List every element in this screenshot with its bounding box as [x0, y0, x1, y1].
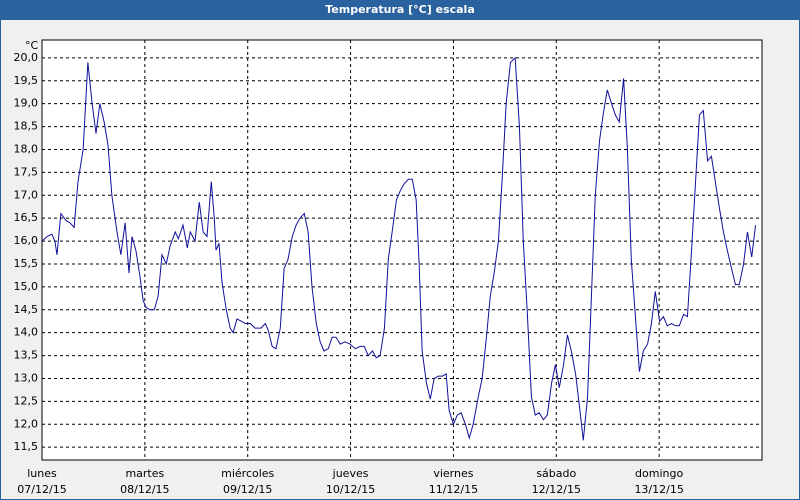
x-tick-label: miércoles [221, 467, 274, 480]
x-tick-date: 07/12/15 [17, 483, 66, 496]
y-tick-label: 18,5 [14, 120, 39, 133]
y-tick-label: 19,0 [14, 97, 39, 110]
x-tick-label: viernes [433, 467, 473, 480]
title-bar [0, 0, 800, 20]
x-tick-date: 09/12/15 [223, 483, 272, 496]
x-tick-label: lunes [27, 467, 57, 480]
y-tick-label: 17,0 [14, 188, 39, 201]
x-tick-date: 11/12/15 [429, 483, 478, 496]
y-tick-label: 16,0 [14, 234, 39, 247]
x-tick-label: sábado [536, 467, 576, 480]
y-tick-label: 15,0 [14, 280, 39, 293]
y-tick-label: 13,0 [14, 371, 39, 384]
y-tick-label: 11,5 [14, 440, 39, 453]
x-tick-label: jueves [332, 467, 369, 480]
y-tick-label: 16,5 [14, 211, 39, 224]
y-tick-label: 13,5 [14, 349, 39, 362]
chart-title: Temperatura [°C] escala [325, 3, 475, 16]
x-tick-label: domingo [635, 467, 683, 480]
x-tick-date: 12/12/15 [532, 483, 581, 496]
y-tick-label: 14,0 [14, 326, 39, 339]
y-tick-label: 12,5 [14, 394, 39, 407]
data-line [41, 56, 757, 441]
y-tick-label: 18,0 [14, 142, 39, 155]
x-tick-date: 08/12/15 [120, 483, 169, 496]
y-tick-label: 12,0 [14, 417, 39, 430]
y-tick-label: 17,5 [14, 165, 39, 178]
y-tick-label: 15,5 [14, 257, 39, 270]
y-tick-label: 14,5 [14, 303, 39, 316]
x-tick-date: 13/12/15 [634, 483, 683, 496]
y-tick-label: 20,0 [14, 51, 39, 64]
y-tick-label: 19,5 [14, 74, 39, 87]
x-tick-date: 10/12/15 [326, 483, 375, 496]
y-axis-label: °C [25, 39, 39, 52]
x-tick-label: martes [125, 467, 164, 480]
plot-area [41, 39, 763, 461]
